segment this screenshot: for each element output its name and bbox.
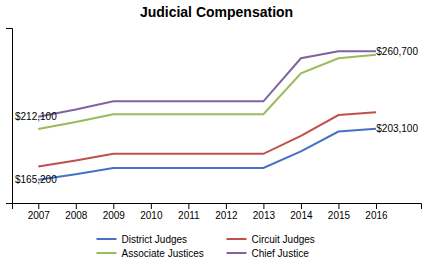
x-tick: 2014 [290,203,313,221]
title: Judicial Compensation [140,4,293,20]
x-axis: 2007 2008 2009 2010 2011 2012 2013 2014 2015 2016 [13,203,422,221]
x-tick-mark [151,203,152,209]
annotation: $165,200 [15,174,57,185]
x-tick: 2009 [103,203,126,221]
legend-swatch [227,238,247,240]
x-tick: 2007 [28,203,51,221]
x-tick-mark [226,203,227,209]
series-line [38,51,376,116]
x-tick-label: 2012 [215,210,238,221]
x-tick-label: 2016 [365,210,388,221]
legend-item: Circuit Judges [227,234,315,245]
annotation: $203,100 [376,123,418,134]
chart: Judicial Compensation 2007 2008 2009 2010 201… [0,0,433,261]
x-tick-label: 2010 [140,210,163,221]
x-tick-mark [263,203,264,209]
x-tick-mark [113,203,114,209]
legend-label: Associate Justices [122,248,204,259]
x-tick-mark [188,203,189,209]
legend-swatch [97,252,117,254]
x-tick: 2010 [140,203,163,221]
legend-item: Associate Justices [97,248,204,259]
legend-item: Chief Justice [227,248,310,259]
annotations: $212,100 $165,200 $260,700 $203,100 [15,46,418,186]
x-tick-label: 2009 [103,210,126,221]
legend-item: District Judges [97,234,188,245]
series-line [38,55,376,129]
x-tick-mark [376,203,377,209]
x-tick: 2015 [328,203,351,221]
x-tick-mark [38,203,39,209]
x-tick-label: 2015 [328,210,351,221]
x-tick-label: 2008 [65,210,88,221]
x-tick: 2013 [253,203,276,221]
lines [38,51,376,180]
legend-label: Circuit Judges [252,234,315,245]
x-axis-line [13,204,422,210]
legend: District Judges Circuit Judges Associate J… [97,234,315,259]
x-tick-mark [338,203,339,209]
x-tick-label: 2011 [178,210,200,221]
series-line [38,112,376,166]
y-axis-line [6,29,13,204]
y-axis [6,29,13,204]
x-tick-label: 2007 [28,210,51,221]
legend-swatch [227,252,247,254]
annotation: $212,100 [15,111,57,122]
x-tick: 2016 [365,203,388,221]
annotation: $260,700 [376,46,418,57]
plot: 2007 2008 2009 2010 2011 2012 2013 2014 2015 2016… [6,29,422,222]
x-tick: 2011 [178,203,200,221]
x-tick: 2008 [65,203,88,221]
x-tick-label: 2014 [290,210,313,221]
legend-label: District Judges [122,234,188,245]
x-tick-mark [76,203,77,209]
x-tick: 2012 [215,203,238,221]
legend-label: Chief Justice [252,248,310,259]
x-tick-mark [301,203,302,209]
x-tick-label: 2013 [253,210,276,221]
legend-swatch [97,238,117,240]
